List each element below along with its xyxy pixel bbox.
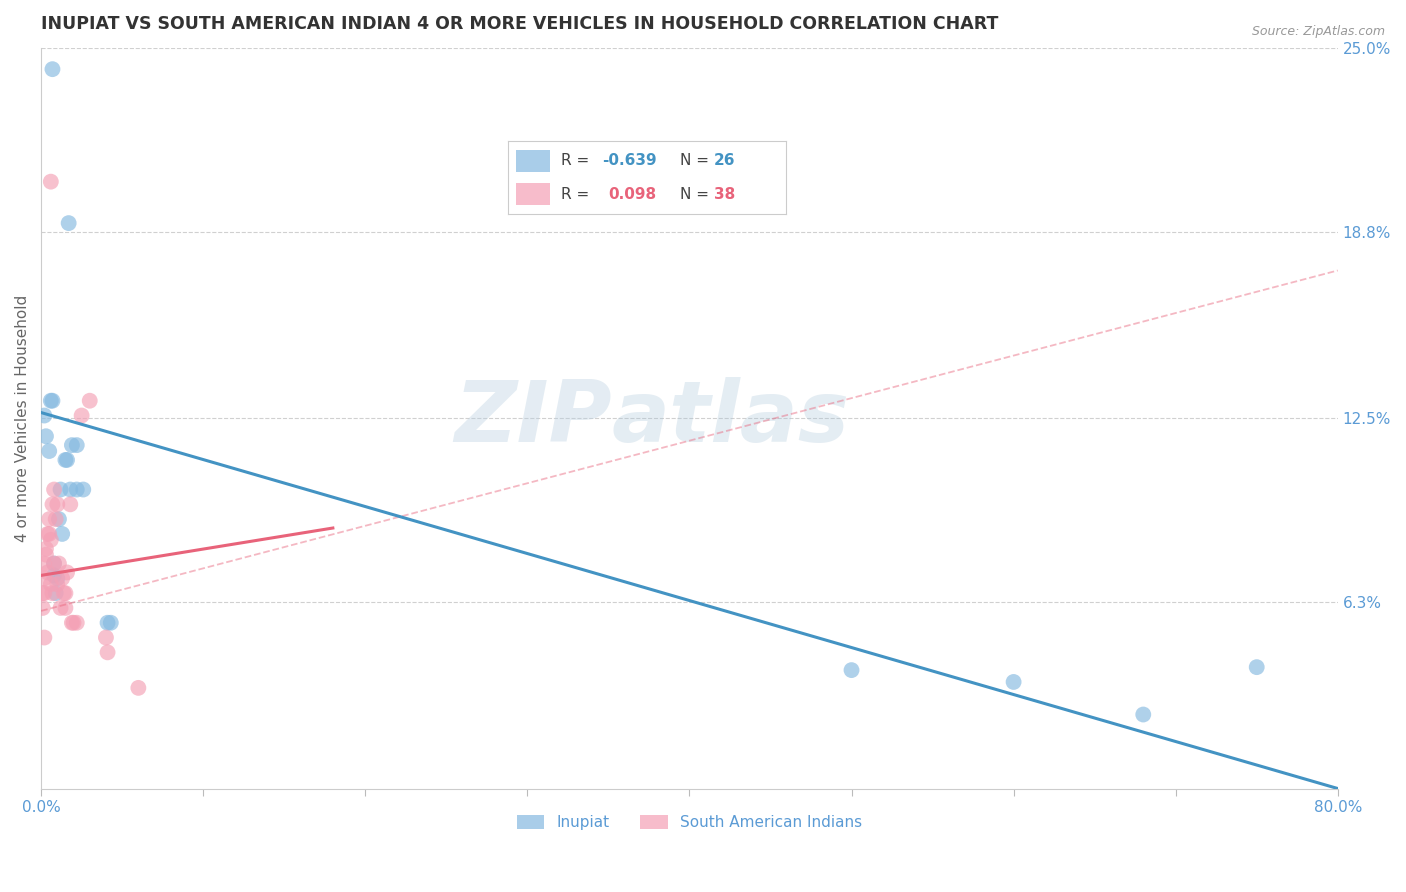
Point [59,483,82,497]
Point [94,631,117,645]
Point [38,512,60,526]
Point [39,533,62,547]
Point [35,429,58,443]
Point [34,409,56,423]
Point [79,393,101,408]
Text: N =: N = [681,153,714,169]
Point [56,566,79,580]
Point [60,615,83,630]
Text: ZIP: ZIP [454,377,612,460]
Text: -0.639: -0.639 [603,153,657,169]
Point [34,631,56,645]
Text: N =: N = [681,186,714,202]
Point [66,438,89,452]
Point [46,571,69,585]
Point [41,62,63,77]
Point [31,601,53,615]
Point [38,527,60,541]
Point [35,541,58,556]
Point [51,527,73,541]
Point [62,615,84,630]
Text: atlas: atlas [612,377,849,460]
Point [49,483,72,497]
Point [35,548,58,562]
Point [42,568,65,582]
Bar [516,183,550,205]
Text: 0.098: 0.098 [609,186,657,202]
Point [100,615,122,630]
Point [31,586,53,600]
Point [56,453,79,467]
Point [37,527,59,541]
Point [127,681,149,695]
Point [841,663,863,677]
Point [48,512,70,526]
Point [46,577,69,591]
Text: R =: R = [561,186,599,202]
Point [45,586,67,600]
Point [41,586,63,600]
Point [1132,707,1154,722]
Text: INUPIAT VS SOUTH AMERICAN INDIAN 4 OR MORE VEHICLES IN HOUSEHOLD CORRELATION CHA: INUPIAT VS SOUTH AMERICAN INDIAN 4 OR MO… [41,15,998,33]
Point [34,571,56,585]
Point [39,175,62,189]
Point [72,483,94,497]
Point [46,497,69,511]
Point [39,577,62,591]
Point [42,557,65,571]
Point [55,601,77,615]
Text: R =: R = [561,153,593,169]
Point [41,393,63,408]
Point [42,557,65,571]
Point [51,571,73,585]
Point [42,483,65,497]
Point [97,615,120,630]
Point [45,512,67,526]
Y-axis label: 4 or more Vehicles in Household: 4 or more Vehicles in Household [15,295,30,542]
Point [55,453,77,467]
Point [49,601,72,615]
Point [34,586,56,600]
Point [59,497,82,511]
Point [58,216,80,230]
Point [66,615,89,630]
Point [38,444,60,458]
Point [37,566,59,580]
Point [70,409,93,423]
Legend: Inupiat, South American Indians: Inupiat, South American Indians [510,809,868,837]
Text: Source: ZipAtlas.com: Source: ZipAtlas.com [1251,25,1385,38]
Point [66,483,89,497]
Point [34,557,56,571]
Point [1246,660,1268,674]
Point [48,557,70,571]
Text: 38: 38 [714,186,735,202]
Bar [516,150,550,171]
Point [39,393,62,408]
Point [41,497,63,511]
Point [52,586,75,600]
Point [55,586,77,600]
Point [1002,675,1025,690]
Point [97,645,120,659]
Text: 26: 26 [714,153,735,169]
Point [60,438,83,452]
